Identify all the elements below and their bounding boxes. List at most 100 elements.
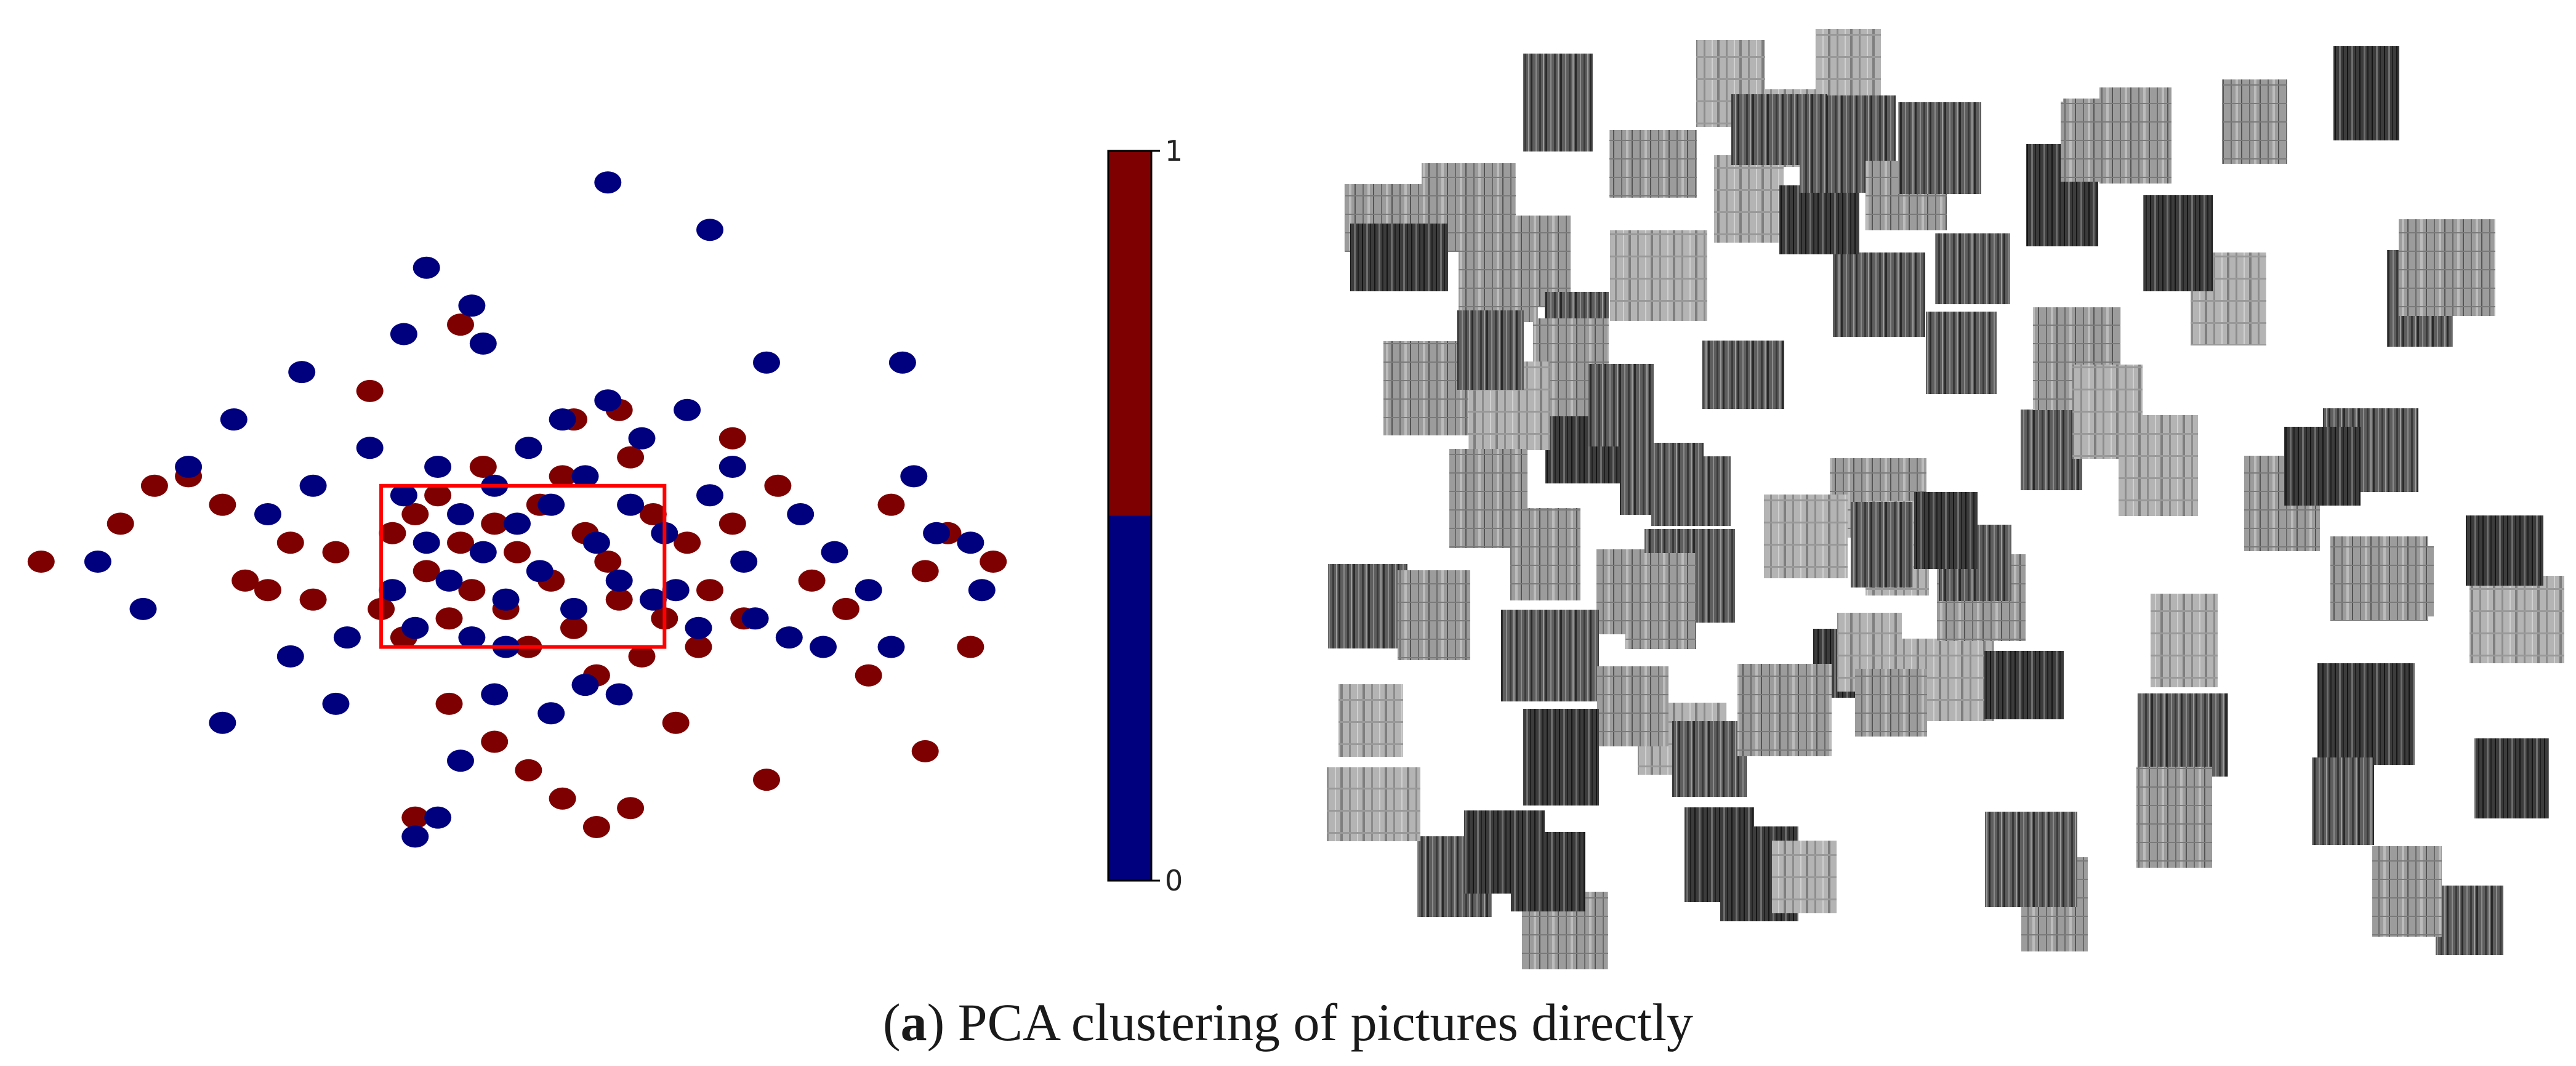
scatter-point-class-0 [322, 692, 350, 715]
scatter-point-class-1 [299, 588, 327, 611]
scatter-point-class-0 [379, 579, 406, 602]
scatter-point-class-0 [129, 597, 157, 620]
scatter-point-class-0 [458, 294, 486, 317]
image-tile [2466, 515, 2543, 586]
image-tile [2330, 536, 2428, 621]
scatter-point-class-0 [787, 503, 815, 525]
scatter-point-class-0 [276, 645, 304, 668]
scatter-point-class-0 [821, 541, 848, 563]
scatter-point-class-0 [674, 398, 701, 421]
scatter-point-class-1 [628, 645, 656, 668]
scatter-point-class-0 [617, 493, 645, 516]
scatter-point-class-1 [413, 560, 440, 583]
image-tile [1702, 341, 1784, 409]
scatter-point-class-1 [254, 579, 281, 602]
scatter-point-class-0 [753, 351, 780, 374]
image-tile [1851, 502, 1913, 588]
image-tile [1764, 495, 1848, 578]
scatter-point-class-0 [662, 579, 690, 602]
scatter-point-class-1 [662, 711, 690, 734]
scatter-point-class-0 [628, 427, 656, 450]
image-tile [1926, 312, 1997, 394]
scatter-point-class-1 [107, 512, 134, 535]
scatter-point-class-0 [582, 531, 610, 554]
image-tile [2138, 693, 2228, 777]
scatter-point-class-0 [888, 351, 916, 374]
highlight-box [379, 483, 667, 649]
scatter-point-class-1 [617, 446, 645, 469]
scatter-point-class-0 [605, 683, 633, 706]
scatter-point-class-0 [877, 636, 905, 658]
scatter-point-class-1 [140, 474, 168, 497]
colorbar-frame [1107, 150, 1153, 882]
scatter-point-class-1 [379, 522, 406, 544]
image-tile [1597, 666, 1668, 746]
scatter-point-class-0 [741, 607, 769, 630]
scatter-point-class-1 [209, 493, 236, 516]
pca-scatter-plot: 1 0 [27, 134, 1183, 897]
image-tile [1731, 94, 1827, 165]
image-tile [2436, 886, 2503, 955]
scatter-point-class-0 [504, 512, 531, 535]
scatter-point-class-1 [718, 512, 746, 535]
scatter-point-class-0 [492, 588, 520, 611]
image-tile [1935, 233, 2010, 304]
scatter-point-class-0 [730, 551, 758, 573]
scatter-point-class-1 [582, 816, 610, 838]
scatter-point-class-1 [481, 512, 509, 535]
scatter-point-class-0 [594, 171, 622, 194]
scatter-point-class-1 [832, 597, 859, 620]
scatter-point-class-0 [401, 616, 429, 639]
tiles [1327, 29, 2564, 969]
scatter-point-class-0 [968, 579, 996, 602]
scatter-point-class-0 [515, 437, 542, 459]
scatter-point-class-1 [401, 503, 429, 525]
scatter-point-class-0 [401, 825, 429, 848]
scatter-point-class-1 [469, 456, 497, 478]
scatter-point-class-0 [696, 219, 723, 241]
scatter-point-class-1 [549, 787, 576, 810]
image-tile [2072, 365, 2143, 459]
image-tile [1984, 651, 2064, 719]
image-tile [2312, 757, 2374, 845]
colorbar-segment-0 [1108, 515, 1151, 881]
scatter-point-class-0 [526, 560, 553, 583]
scatter-point-class-1 [435, 607, 463, 630]
scatter-point-class-0 [775, 626, 803, 649]
image-tile [1350, 224, 1448, 291]
scatter-point-class-0 [424, 456, 452, 478]
scatter-point-class-1 [798, 569, 826, 592]
scatter-point-class-0 [288, 361, 316, 384]
image-tile [1457, 310, 1524, 390]
colorbar-label-max: 1 [1165, 134, 1183, 168]
scatter-point-class-1 [685, 636, 712, 658]
scatter-point-class-0 [356, 437, 384, 459]
scatter-point-class-0 [923, 522, 951, 544]
scatter-point-class-1 [639, 503, 667, 525]
image-tile [1914, 492, 1978, 569]
image-tile [2143, 195, 2213, 291]
scatter-point-class-0 [481, 683, 509, 706]
image-tile [1523, 709, 1599, 806]
scatter-point-class-0 [435, 569, 463, 592]
image-tile [2284, 427, 2361, 506]
scatter-point-class-0 [639, 588, 667, 611]
image-tile [1501, 610, 1599, 701]
image-tile [1338, 684, 1403, 757]
scatter-point-class-0 [447, 749, 474, 772]
scatter-point-class-0 [333, 626, 361, 649]
caption-label: a [900, 993, 927, 1052]
scatter-point-class-1 [435, 692, 463, 715]
figure-caption: (a) PCA clustering of pictures directly [883, 993, 1693, 1052]
scatter-point-class-1 [515, 759, 542, 781]
scatter-point-class-1 [980, 551, 1007, 573]
image-tile [2151, 594, 2218, 687]
image-tile [1779, 185, 1859, 254]
scatter-point-class-1 [322, 541, 350, 563]
image-tile [1855, 669, 1927, 737]
scatter-point-class-1 [605, 588, 633, 611]
scatter-point-class-1 [957, 636, 984, 658]
image-tile [1511, 832, 1585, 911]
scatter-point-class-0 [571, 674, 599, 697]
